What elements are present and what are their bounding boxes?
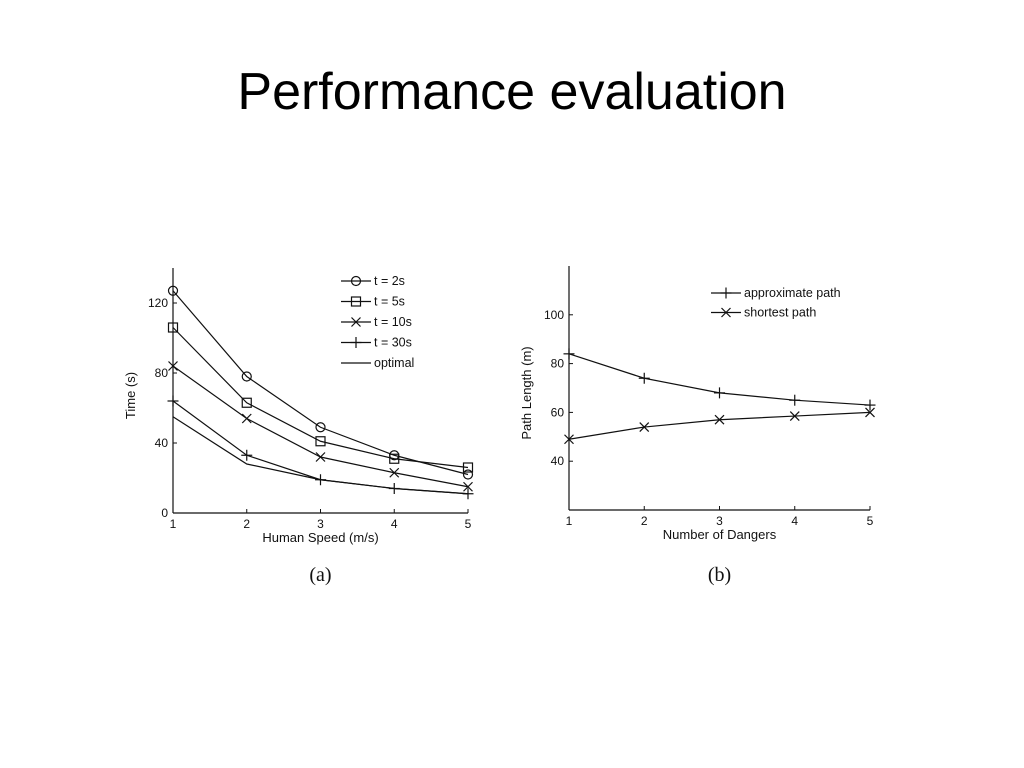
legend-marker [350, 275, 362, 287]
data-point [389, 453, 400, 464]
x-tick-label: 4 [791, 514, 798, 528]
legend-entry: approximate path [744, 286, 841, 300]
series-shortest-path [564, 407, 875, 445]
chart-caption: (b) [708, 564, 731, 586]
data-point [714, 414, 725, 425]
data-point [639, 422, 650, 432]
data-point [315, 436, 326, 447]
data-point [241, 413, 252, 424]
data-point [463, 481, 473, 492]
y-axis-label: Path Length (m) [519, 346, 534, 439]
series-line [568, 411, 871, 440]
series-line [172, 416, 469, 495]
x-tick-label: 1 [170, 517, 177, 531]
series-line [172, 327, 469, 469]
data-point [462, 469, 474, 480]
chart-caption: (a) [309, 564, 331, 586]
y-tick-label: 40 [551, 454, 565, 468]
x-axis-label: Number of Dangers [663, 527, 777, 542]
y-tick-label: 100 [544, 308, 564, 322]
data-point [167, 322, 179, 333]
legend-entry: optimal [374, 356, 414, 370]
data-point [389, 467, 400, 478]
legend-entry: t = 30s [374, 336, 412, 350]
legend-entry: t = 5s [374, 295, 405, 309]
x-axis-label: Human Speed (m/s) [262, 530, 378, 545]
data-point [789, 411, 800, 421]
data-point [864, 399, 876, 411]
y-tick-label: 0 [161, 506, 168, 520]
y-tick-label: 80 [155, 366, 169, 380]
data-point [167, 395, 179, 407]
y-tick-label: 80 [551, 357, 565, 371]
slide-title: Performance evaluation [237, 63, 787, 121]
data-point [315, 452, 326, 462]
y-tick-label: 120 [148, 296, 168, 310]
legend-entry: t = 10s [374, 315, 412, 329]
data-point [462, 462, 474, 473]
legend: t = 2s t = 5s t = 10s t = 30s optimal [341, 274, 414, 370]
x-tick-label: 5 [867, 514, 874, 528]
x-tick-label: 4 [391, 517, 398, 531]
series-t-10s [168, 361, 473, 492]
data-point [167, 285, 179, 296]
series-line [172, 290, 469, 476]
data-point [564, 434, 574, 445]
legend-marker [720, 287, 732, 299]
x-tick-label: 2 [641, 514, 648, 528]
legend: approximate path shortest path [711, 286, 841, 320]
chart-a: 1 2 3 4 5 0 40 80 120 Human Speed (m/s) Time (s) (a… [123, 268, 474, 586]
series-t-5s [167, 322, 474, 473]
data-point [789, 394, 801, 406]
legend-marker [721, 307, 731, 318]
data-point [241, 371, 252, 382]
data-point [241, 397, 252, 408]
data-point [241, 449, 253, 461]
data-point [865, 407, 875, 418]
y-axis-label: Time (s) [123, 372, 138, 419]
data-point [638, 372, 650, 384]
data-point [168, 361, 178, 371]
series-t-2s [167, 285, 474, 480]
y-tick-label: 60 [551, 405, 565, 419]
series-t-30s [167, 395, 474, 500]
legend-entry: t = 2s [374, 274, 405, 288]
x-tick-label: 2 [243, 517, 250, 531]
legend-marker [350, 337, 362, 348]
y-tick-label: 40 [155, 436, 169, 450]
legend-marker [350, 296, 362, 307]
series-optimal [172, 416, 469, 495]
legend-marker [351, 317, 361, 327]
x-tick-label: 5 [465, 517, 472, 531]
x-tick-label: 3 [716, 514, 723, 528]
data-point [714, 387, 725, 399]
series-line [172, 365, 469, 488]
data-point [315, 422, 326, 433]
legend-entry: shortest path [744, 306, 816, 320]
x-tick-label: 3 [317, 517, 324, 531]
x-tick-label: 1 [566, 514, 573, 528]
chart-b: 1 2 3 4 5 40 60 80 100 Number of Dangers Path Leng… [519, 266, 876, 586]
data-point [563, 348, 575, 360]
series-approximate-path [563, 348, 876, 411]
